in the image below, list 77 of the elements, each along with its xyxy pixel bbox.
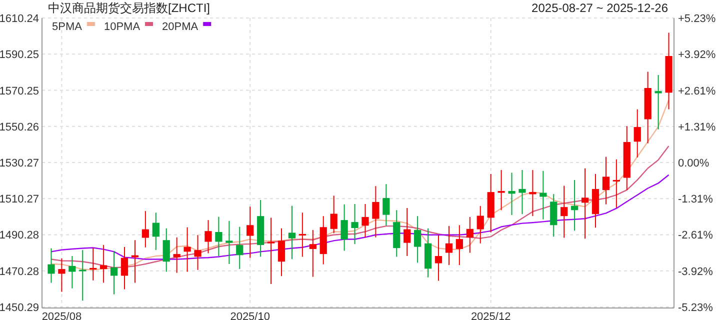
candlestick <box>68 256 76 289</box>
candlestick <box>508 172 516 216</box>
candlestick <box>236 226 244 270</box>
candlestick <box>456 224 463 266</box>
candlestick <box>518 170 526 215</box>
y2-tick-label: -5.23% <box>678 302 714 314</box>
candlestick <box>267 217 275 285</box>
candlestick <box>110 250 118 295</box>
x-tick-label: 2025/10 <box>230 311 270 320</box>
y2-tick-label: -3.92% <box>678 266 714 278</box>
candlestick <box>215 216 222 257</box>
y2-tick-label: -2.61% <box>678 230 714 242</box>
candlestick <box>58 258 66 292</box>
y-tick-label: 1450.29 <box>0 302 39 314</box>
candlestick <box>173 236 180 274</box>
candlestick <box>90 247 97 281</box>
y-tick-label: 1470.28 <box>0 266 39 278</box>
candlestick <box>476 205 484 244</box>
candlestick <box>142 210 149 248</box>
legend-label: 5PMA <box>52 21 83 33</box>
candlestick <box>372 186 380 238</box>
candlestick <box>382 184 390 226</box>
y-tick-label: 1490.28 <box>0 230 39 242</box>
candlestick <box>612 158 620 208</box>
x-tick-label: 2025/08 <box>42 311 82 320</box>
candlestick <box>131 240 139 284</box>
candlestick <box>162 228 170 272</box>
candlestick <box>204 220 212 254</box>
candlestick <box>529 170 536 217</box>
candlestick <box>571 179 578 232</box>
y-tick-label: 1550.26 <box>0 121 39 134</box>
y2-tick-label: +5.23% <box>678 13 716 25</box>
chart-title: 中汉商品期货交易指数[ZHCTI] <box>48 1 210 15</box>
candlestick <box>194 234 202 270</box>
candlestick <box>246 206 254 258</box>
y-tick-label: 1510.27 <box>0 194 39 206</box>
y2-tick-label: +1.31% <box>678 121 716 134</box>
candlestick <box>404 207 411 257</box>
x-tick-label: 2025/12 <box>470 311 511 320</box>
candlestick <box>309 230 316 278</box>
candlestick <box>498 170 505 211</box>
candlestick <box>100 244 108 284</box>
candlestick <box>550 194 558 238</box>
candlestick <box>120 246 128 290</box>
candlestick <box>330 195 338 234</box>
candlestick <box>414 216 422 264</box>
candlestick <box>152 212 160 251</box>
candlestick <box>445 226 453 266</box>
y2-tick-label: 0.00% <box>678 158 710 170</box>
candlestick <box>278 228 286 277</box>
candlestick <box>540 170 547 220</box>
candlestick <box>560 185 568 238</box>
candlestick <box>654 74 662 130</box>
y-tick-label: 1530.27 <box>0 157 39 170</box>
y-tick-label: 1570.25 <box>0 85 39 98</box>
y-tick-label: 1610.24 <box>0 13 39 25</box>
y2-tick-label: +2.61% <box>678 85 716 98</box>
y2-tick-label: -1.31% <box>678 194 714 206</box>
candlestick <box>48 248 55 284</box>
candlestick <box>634 108 641 158</box>
candlestick <box>79 250 86 302</box>
candlestick <box>581 168 589 240</box>
chart-subtitle: 2025-08-27 ~ 2025-12-26 <box>532 1 668 15</box>
y2-tick-label: +3.92% <box>678 49 716 62</box>
candlestick <box>298 212 306 258</box>
y-tick-label: 1590.25 <box>0 49 39 62</box>
candlestick <box>466 216 474 254</box>
legend-label: 10PMA <box>104 21 141 33</box>
candlestick <box>288 205 296 260</box>
candlestick <box>226 220 233 264</box>
candlestick <box>602 156 610 205</box>
candlestick <box>340 204 348 252</box>
legend-label: 20PMA <box>162 21 199 33</box>
candlestick <box>362 203 369 238</box>
candlestick <box>434 234 442 282</box>
candlestick <box>351 203 358 245</box>
candlestick <box>184 226 191 272</box>
